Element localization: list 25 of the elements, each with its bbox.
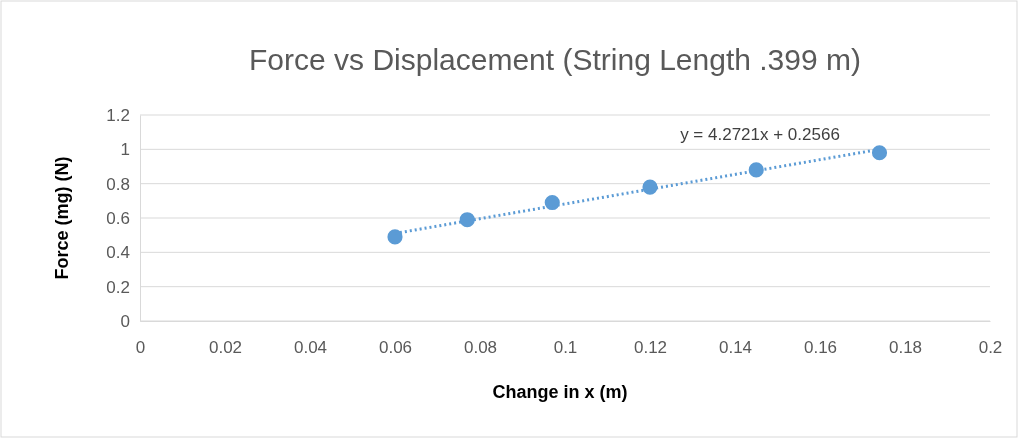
x-tick-label: 0.14 — [718, 338, 753, 358]
x-tick-label: 0.18 — [888, 338, 923, 358]
x-tick-label: 0.06 — [378, 338, 413, 358]
x-tick-label: 0.08 — [463, 338, 498, 358]
y-tick-label: 0.6 — [106, 208, 130, 228]
point — [871, 145, 888, 161]
y-tick-label: 0.2 — [106, 277, 130, 297]
y-tick-label: 0.4 — [106, 243, 130, 263]
annotation: y = 4.2721x + 0.2566 — [680, 125, 840, 144]
point — [387, 229, 403, 245]
point — [544, 195, 560, 211]
x-tick-label: 0.04 — [293, 338, 328, 358]
x-tick-label: 0.12 — [633, 338, 668, 358]
y-tick-label: 0 — [120, 311, 130, 331]
x-axis-title: Change in x (m) — [492, 382, 628, 402]
chart-title: Force vs Displacement (String Length .399 m) — [249, 43, 861, 76]
y-tick-label: 0.8 — [106, 174, 130, 194]
x-tick-label: 0.2 — [978, 338, 1003, 358]
y-tick-label: 1.2 — [106, 105, 130, 125]
y-axis-title: Force (mg) (N) — [52, 156, 72, 280]
x-tick-label: 0.1 — [553, 338, 578, 358]
x-tick-label: 0.16 — [803, 338, 838, 358]
x-tick-label: 0 — [135, 338, 146, 358]
x-tick-label: 0.02 — [208, 338, 243, 358]
y-tick-label: 1 — [120, 140, 130, 160]
